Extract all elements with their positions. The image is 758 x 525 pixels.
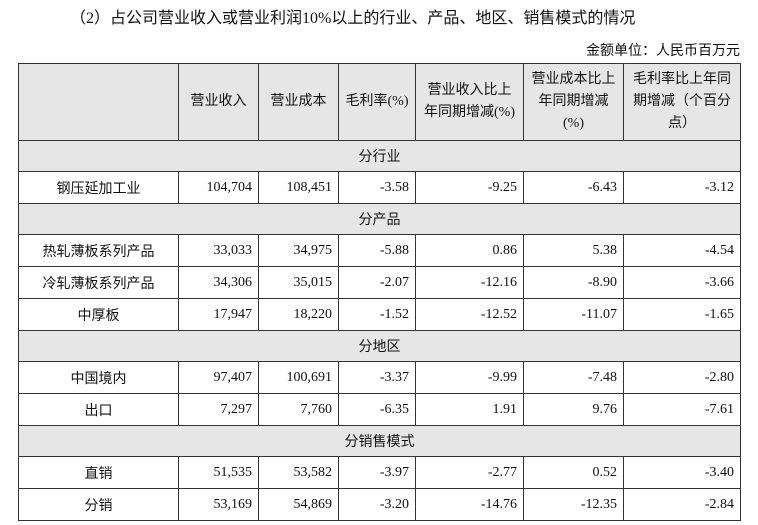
row-label: 钢压延加工业 (18, 171, 179, 204)
value-cell: 51,535 (178, 456, 259, 489)
data-row: 冷轧薄板系列产品 34,306 35,015 -2.07 -12.16 -8.90 -3.6… (18, 266, 741, 299)
value-cell: -8.90 (523, 266, 624, 299)
header-row: 营业收入 营业成本 毛利率(%) 营业收入比上年同期增减(%) 营业成本比上年同期增减(… (18, 63, 741, 141)
value-cell: -6.43 (523, 171, 624, 204)
section-row: 分销售模式 (18, 425, 741, 457)
value-cell: 54,869 (258, 488, 339, 521)
section-row: 分地区 (18, 330, 741, 362)
section-label: 分行业 (18, 140, 741, 172)
value-cell: -2.80 (623, 361, 741, 394)
value-cell: 104,704 (178, 171, 259, 204)
row-label: 中厚板 (18, 298, 179, 331)
value-cell: -3.66 (623, 266, 741, 299)
section-label: 分产品 (18, 203, 741, 235)
value-cell: -3.97 (338, 456, 416, 489)
header-cell: 营业收入比上年同期增减(%) (415, 63, 524, 141)
value-cell: 1.91 (415, 393, 524, 426)
value-cell: 17,947 (178, 298, 259, 331)
value-cell: -5.88 (338, 234, 416, 267)
value-cell: -1.52 (338, 298, 416, 331)
value-cell: 34,306 (178, 266, 259, 299)
value-cell: -3.12 (623, 171, 741, 204)
value-cell: 53,582 (258, 456, 339, 489)
value-cell: -14.76 (415, 488, 524, 521)
data-row: 直销 51,535 53,582 -3.97 -2.77 0.52 -3.40 (18, 456, 741, 489)
table: 营业收入 营业成本 毛利率(%) 营业收入比上年同期增减(%) 营业成本比上年同期增减(… (18, 63, 741, 521)
section-label: 分销售模式 (18, 425, 741, 457)
header-cell: 营业成本比上年同期增减(%) (523, 63, 624, 141)
value-cell: 7,760 (258, 393, 339, 426)
value-cell: -7.48 (523, 361, 624, 394)
value-cell: 7,297 (178, 393, 259, 426)
data-row: 中国境内 97,407 100,691 -3.37 -9.99 -7.48 -2.80 (18, 361, 741, 394)
value-cell: -2.07 (338, 266, 416, 299)
value-cell: -12.16 (415, 266, 524, 299)
value-cell: -12.35 (523, 488, 624, 521)
value-cell: 33,033 (178, 234, 259, 267)
value-cell: -12.52 (415, 298, 524, 331)
row-label: 中国境内 (18, 361, 179, 394)
header-cell (18, 63, 179, 141)
value-cell: 0.86 (415, 234, 524, 267)
section-row: 分产品 (18, 203, 741, 235)
header-cell: 毛利率比上年同期增减（个百分点） (623, 63, 741, 141)
value-cell: -3.58 (338, 171, 416, 204)
section-label: 分地区 (18, 330, 741, 362)
header-cell: 毛利率(%) (338, 63, 416, 141)
value-cell: -7.61 (623, 393, 741, 426)
data-row: 钢压延加工业 104,704 108,451 -3.58 -9.25 -6.43 -3.12 (18, 171, 741, 204)
value-cell: -2.77 (415, 456, 524, 489)
section-row: 分行业 (18, 140, 741, 172)
value-cell: 0.52 (523, 456, 624, 489)
data-row: 分销 53,169 54,869 -3.20 -14.76 -12.35 -2.84 (18, 488, 741, 521)
value-cell: 53,169 (178, 488, 259, 521)
value-cell: -1.65 (623, 298, 741, 331)
value-cell: -3.40 (623, 456, 741, 489)
value-cell: 18,220 (258, 298, 339, 331)
value-cell: -3.37 (338, 361, 416, 394)
value-cell: -9.25 (415, 171, 524, 204)
row-label: 冷轧薄板系列产品 (18, 266, 179, 299)
header-cell: 营业成本 (258, 63, 339, 141)
value-cell: -11.07 (523, 298, 624, 331)
unit-note: 金额单位：人民币百万元 (586, 44, 740, 59)
value-cell: -4.54 (623, 234, 741, 267)
value-cell: 9.76 (523, 393, 624, 426)
row-label: 直销 (18, 456, 179, 489)
row-label: 出口 (18, 393, 179, 426)
value-cell: -6.35 (338, 393, 416, 426)
value-cell: 108,451 (258, 171, 339, 204)
value-cell: -3.20 (338, 488, 416, 521)
title: （2）占公司营业收入或营业利润10%以上的行业、产品、地区、销售模式的情况 (70, 10, 636, 27)
header-cell: 营业收入 (178, 63, 259, 141)
data-row: 出口 7,297 7,760 -6.35 1.91 9.76 -7.61 (18, 393, 741, 426)
value-cell: 5.38 (523, 234, 624, 267)
data-row: 中厚板 17,947 18,220 -1.52 -12.52 -11.07 -1.65 (18, 298, 741, 331)
row-label: 分销 (18, 488, 179, 521)
value-cell: 97,407 (178, 361, 259, 394)
value-cell: 35,015 (258, 266, 339, 299)
value-cell: -2.84 (623, 488, 741, 521)
value-cell: 34,975 (258, 234, 339, 267)
data-row: 热轧薄板系列产品 33,033 34,975 -5.88 0.86 5.38 -4.54 (18, 234, 741, 267)
row-label: 热轧薄板系列产品 (18, 234, 179, 267)
value-cell: -9.99 (415, 361, 524, 394)
value-cell: 100,691 (258, 361, 339, 394)
